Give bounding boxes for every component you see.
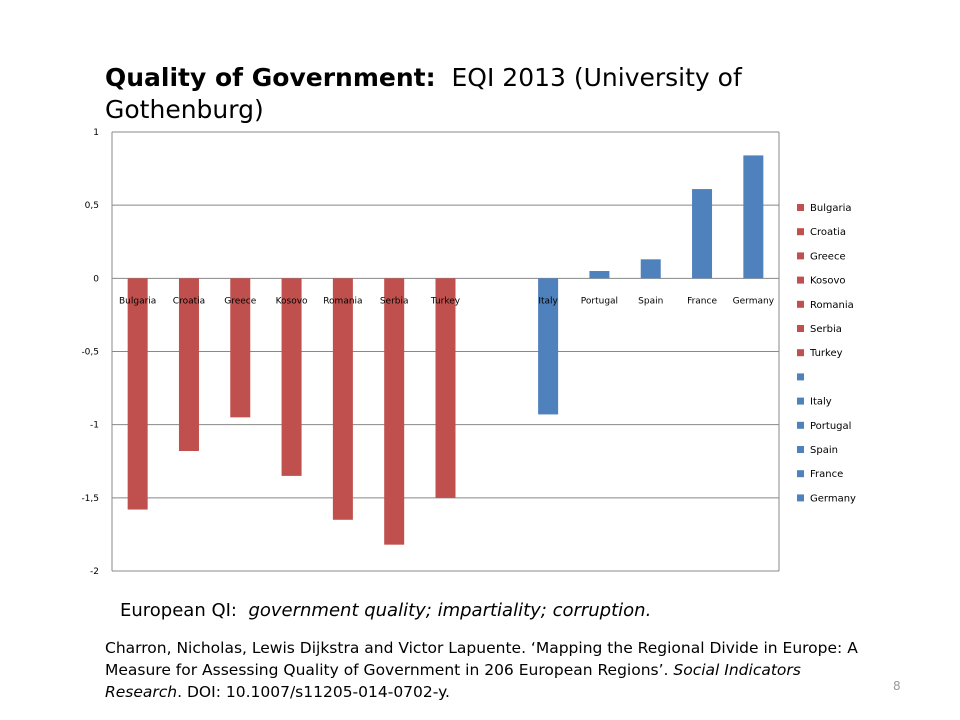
slide-subtitle: European QI: government quality; imparti… bbox=[120, 600, 651, 621]
legend-swatch bbox=[797, 446, 804, 453]
bar bbox=[692, 189, 713, 279]
legend-swatch bbox=[797, 494, 804, 502]
x-tick-label: Italy bbox=[538, 296, 558, 306]
bar bbox=[332, 278, 353, 520]
citation-authors: Charron, Nicholas, Lewis Dijkstra and Vi… bbox=[105, 639, 858, 679]
legend-label: Croatia bbox=[810, 227, 846, 238]
legend-swatch bbox=[797, 325, 804, 332]
subtitle-detail: government quality; impartiality; corrup… bbox=[248, 600, 652, 621]
legend-label: Kosovo bbox=[810, 276, 846, 287]
legend-swatch bbox=[797, 228, 804, 236]
bar bbox=[127, 278, 148, 510]
subtitle-label: European QI: bbox=[120, 600, 237, 621]
y-tick-label: 1 bbox=[93, 128, 99, 138]
bar bbox=[743, 155, 764, 279]
x-tick-label: Bulgaria bbox=[119, 296, 156, 306]
y-tick-label: -1 bbox=[90, 421, 99, 431]
x-tick-label: Romania bbox=[323, 296, 362, 306]
citation: Charron, Nicholas, Lewis Dijkstra and Vi… bbox=[105, 637, 865, 703]
legend-swatch bbox=[797, 204, 804, 211]
legend-label: Bulgaria bbox=[810, 203, 851, 214]
bar bbox=[384, 278, 405, 545]
y-tick-label: 0,5 bbox=[85, 201, 99, 211]
legend-swatch bbox=[797, 421, 804, 429]
x-tick-label: Serbia bbox=[380, 296, 409, 306]
slide-title-bold: Quality of Government: bbox=[105, 63, 436, 92]
x-tick-label: Greece bbox=[224, 296, 256, 306]
bar bbox=[281, 278, 302, 476]
legend-label: Greece bbox=[810, 251, 846, 262]
citation-doi: . DOI: 10.1007/s11205-014-0702-y. bbox=[177, 683, 450, 701]
slide-title: Quality of Government: EQI 2013 (Univers… bbox=[105, 62, 805, 126]
slide-title-rest: EQI 2013 (University of Gothenburg) bbox=[105, 63, 742, 124]
legend-label: Portugal bbox=[810, 421, 851, 432]
x-tick-label: France bbox=[687, 296, 717, 306]
bar bbox=[589, 271, 610, 279]
bar bbox=[178, 278, 199, 452]
bar bbox=[435, 278, 456, 498]
bar bbox=[538, 278, 559, 415]
legend-label: Serbia bbox=[810, 324, 842, 335]
legend-swatch bbox=[797, 349, 804, 357]
legend-label: Germany bbox=[810, 493, 856, 504]
legend-swatch bbox=[797, 397, 804, 405]
y-tick-label: -1,5 bbox=[81, 494, 99, 504]
legend-swatch bbox=[797, 470, 804, 478]
x-tick-label: Germany bbox=[733, 296, 775, 306]
legend-label: Italy bbox=[810, 397, 832, 408]
bar bbox=[640, 259, 661, 279]
y-tick-label: -0,5 bbox=[81, 348, 99, 358]
legend-label: France bbox=[810, 469, 843, 480]
legend-swatch bbox=[797, 373, 804, 381]
bar bbox=[230, 278, 251, 418]
bar-chart: 1 0,5 0 -0,5 -1 -1,5 -2 Bulgaria Croatia Greece Ko… bbox=[81, 128, 856, 577]
legend-label: Romania bbox=[810, 300, 854, 311]
x-tick-label: Croatia bbox=[173, 296, 205, 306]
legend-label: Turkey bbox=[809, 348, 843, 359]
y-tick-label: 0 bbox=[93, 274, 99, 284]
legend-swatch bbox=[797, 252, 804, 260]
y-tick-label: -2 bbox=[90, 567, 99, 577]
citation-journal: Social Indicators Research bbox=[105, 661, 801, 701]
page-number: 8 bbox=[893, 679, 901, 693]
legend-swatch bbox=[797, 276, 804, 284]
legend-label: Spain bbox=[810, 445, 838, 456]
legend-swatch bbox=[797, 300, 804, 308]
x-tick-label: Kosovo bbox=[276, 296, 308, 306]
x-tick-label: Turkey bbox=[430, 296, 461, 306]
x-tick-label: Portugal bbox=[581, 296, 618, 306]
x-tick-label: Spain bbox=[638, 296, 663, 306]
